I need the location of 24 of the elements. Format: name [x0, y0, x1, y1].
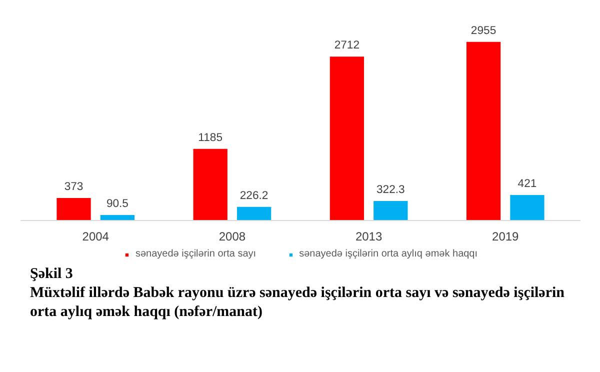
data-label: 2712 — [334, 40, 360, 52]
text: Şəkil 3 — [30, 265, 73, 284]
bar — [100, 215, 135, 220]
bar — [236, 206, 272, 220]
legend-label: sənayedə işçilərin orta sayı — [135, 248, 256, 260]
data-label: 322.3 — [376, 184, 405, 196]
data-label: 90.5 — [106, 198, 129, 210]
bar — [56, 198, 91, 220]
bar — [510, 195, 544, 220]
legend-label: sənayedə işçilərin orta aylıq əmək haqqı — [299, 248, 478, 260]
bar — [466, 42, 501, 220]
data-label: 1185 — [198, 132, 223, 144]
bar — [193, 148, 228, 220]
data-label: 373 — [64, 180, 84, 193]
x-tick-label: 2004 — [82, 230, 110, 244]
data-label: 226.2 — [240, 190, 268, 202]
x-tick-label: 2019 — [492, 230, 520, 244]
text: Müxtəlif illərdə Babək rayonu üzrə sənayedə işçilərin orta sayı və sənayedə işçilərin orta aylıq əmək haqqı (nəfər/manat) — [30, 284, 566, 322]
data-label: 2955 — [470, 24, 496, 37]
x-tick-label: 2008 — [218, 230, 246, 244]
data-label: 421 — [518, 178, 537, 190]
bar — [374, 201, 408, 220]
x-tick-label: 2013 — [355, 230, 382, 244]
bar — [330, 56, 364, 220]
